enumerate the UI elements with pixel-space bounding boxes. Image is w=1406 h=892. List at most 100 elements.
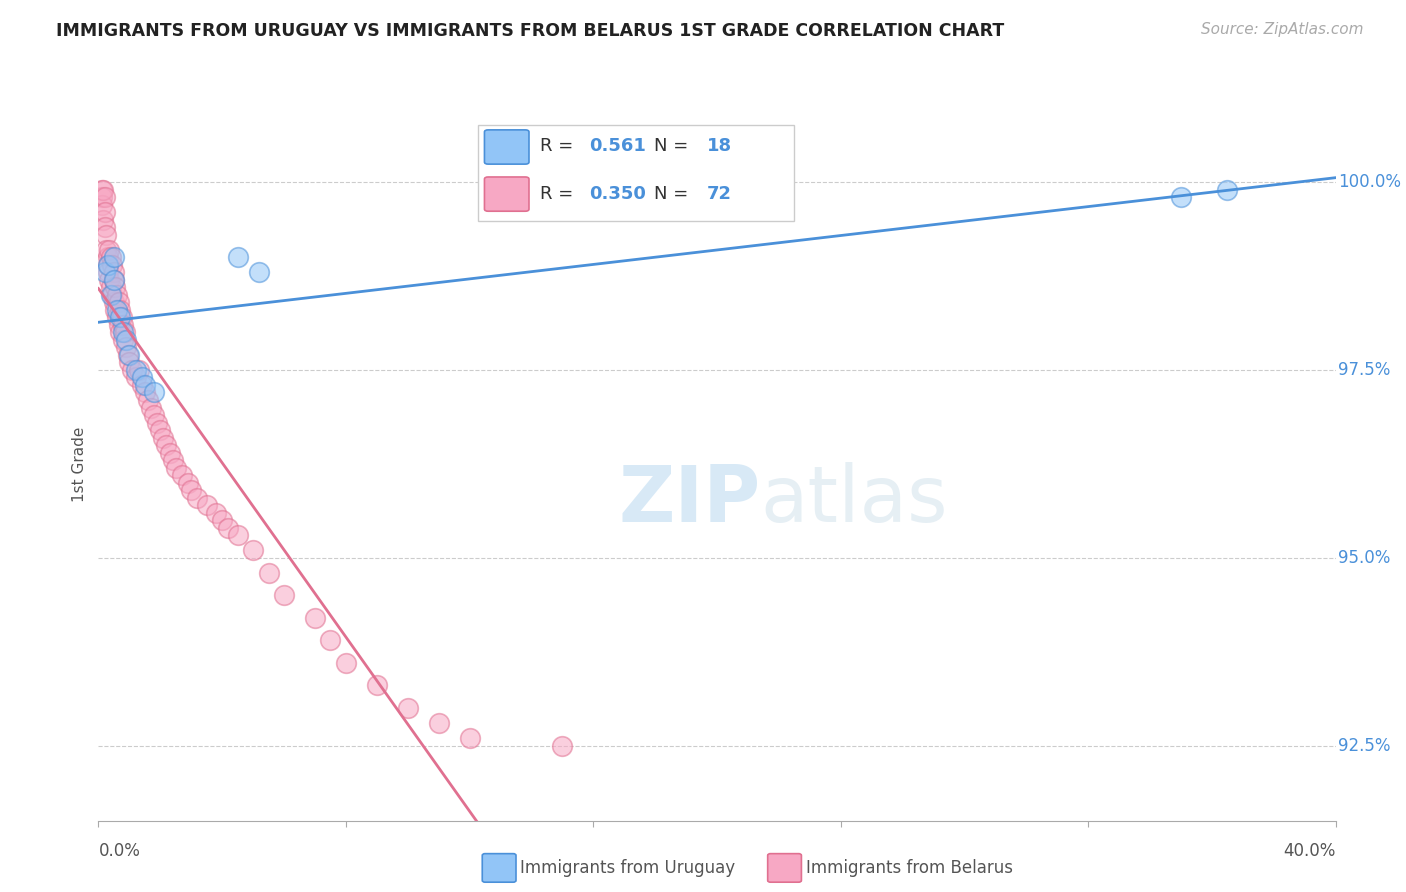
Point <box>115 340 138 354</box>
Point <box>177 475 200 490</box>
Point <box>111 310 132 325</box>
Text: 40.0%: 40.0% <box>1284 842 1336 860</box>
Point <box>226 528 249 542</box>
Point <box>396 701 419 715</box>
Point <box>108 310 131 325</box>
Point <box>152 431 174 445</box>
Point <box>131 378 153 392</box>
Point <box>103 265 125 279</box>
Text: R =: R = <box>540 137 579 155</box>
Text: Source: ZipAtlas.com: Source: ZipAtlas.com <box>1201 22 1364 37</box>
Point <box>1216 183 1239 197</box>
Point <box>319 633 342 648</box>
Point <box>103 273 125 287</box>
Point <box>155 438 177 452</box>
Point <box>115 333 138 347</box>
Point <box>134 378 156 392</box>
Point <box>149 423 172 437</box>
Point <box>143 408 166 422</box>
Bar <box>478 125 794 221</box>
Point <box>97 265 120 279</box>
Point <box>104 280 127 294</box>
Text: R =: R = <box>540 186 579 203</box>
Point <box>112 318 135 332</box>
Point <box>247 265 270 279</box>
Point <box>98 273 121 287</box>
Point <box>103 273 125 287</box>
Point <box>124 370 146 384</box>
Point <box>100 288 122 302</box>
Point <box>1170 190 1192 204</box>
Text: ZIP: ZIP <box>619 461 761 538</box>
Point <box>90 183 112 197</box>
Point <box>211 513 233 527</box>
FancyBboxPatch shape <box>485 177 529 211</box>
Y-axis label: 1st Grade: 1st Grade <box>72 426 87 501</box>
Point <box>108 302 131 317</box>
Point <box>118 355 141 369</box>
Point <box>366 678 388 692</box>
Point <box>136 392 159 407</box>
Point <box>108 326 131 340</box>
Point <box>186 491 208 505</box>
Point <box>159 445 181 459</box>
Text: 72: 72 <box>707 186 733 203</box>
Point <box>104 302 127 317</box>
Point <box>105 302 128 317</box>
Point <box>91 183 114 197</box>
Text: atlas: atlas <box>761 461 948 538</box>
Text: 95.0%: 95.0% <box>1339 549 1391 566</box>
Point <box>101 288 124 302</box>
Text: 97.5%: 97.5% <box>1339 361 1391 379</box>
FancyBboxPatch shape <box>485 130 529 164</box>
Point <box>180 483 202 497</box>
Point <box>93 205 115 219</box>
Point <box>117 348 139 362</box>
Point <box>195 498 218 512</box>
Point <box>118 348 141 362</box>
Point <box>103 250 125 264</box>
Point <box>217 521 239 535</box>
Point <box>93 190 115 204</box>
Point <box>96 243 118 257</box>
Text: IMMIGRANTS FROM URUGUAY VS IMMIGRANTS FROM BELARUS 1ST GRADE CORRELATION CHART: IMMIGRANTS FROM URUGUAY VS IMMIGRANTS FR… <box>56 22 1004 40</box>
Point <box>226 250 249 264</box>
Point <box>165 460 187 475</box>
Point <box>112 333 135 347</box>
Point <box>90 197 112 211</box>
Point <box>98 243 121 257</box>
Point <box>93 265 115 279</box>
Text: 100.0%: 100.0% <box>1339 173 1402 191</box>
Point <box>103 295 125 310</box>
Point <box>100 280 122 294</box>
Point <box>170 468 193 483</box>
Point <box>97 250 120 264</box>
Point <box>551 739 574 753</box>
Point <box>105 310 128 325</box>
Point <box>90 190 112 204</box>
Point <box>100 250 122 264</box>
Text: 0.0%: 0.0% <box>98 842 141 860</box>
Text: Immigrants from Belarus: Immigrants from Belarus <box>806 859 1012 877</box>
Text: N =: N = <box>654 137 695 155</box>
Point <box>143 385 166 400</box>
Point <box>427 716 450 731</box>
Point <box>205 506 228 520</box>
Point <box>121 363 143 377</box>
Point <box>97 258 120 272</box>
Point <box>242 543 264 558</box>
Point <box>162 453 184 467</box>
Point <box>107 318 129 332</box>
Point <box>128 363 150 377</box>
Text: N =: N = <box>654 186 695 203</box>
Point <box>134 385 156 400</box>
Text: 18: 18 <box>707 137 733 155</box>
Point <box>107 295 129 310</box>
Point <box>124 363 146 377</box>
Point <box>105 288 128 302</box>
Text: 0.350: 0.350 <box>589 186 647 203</box>
Point <box>101 258 124 272</box>
Point <box>96 227 118 242</box>
Point <box>257 566 280 580</box>
Point <box>131 370 153 384</box>
